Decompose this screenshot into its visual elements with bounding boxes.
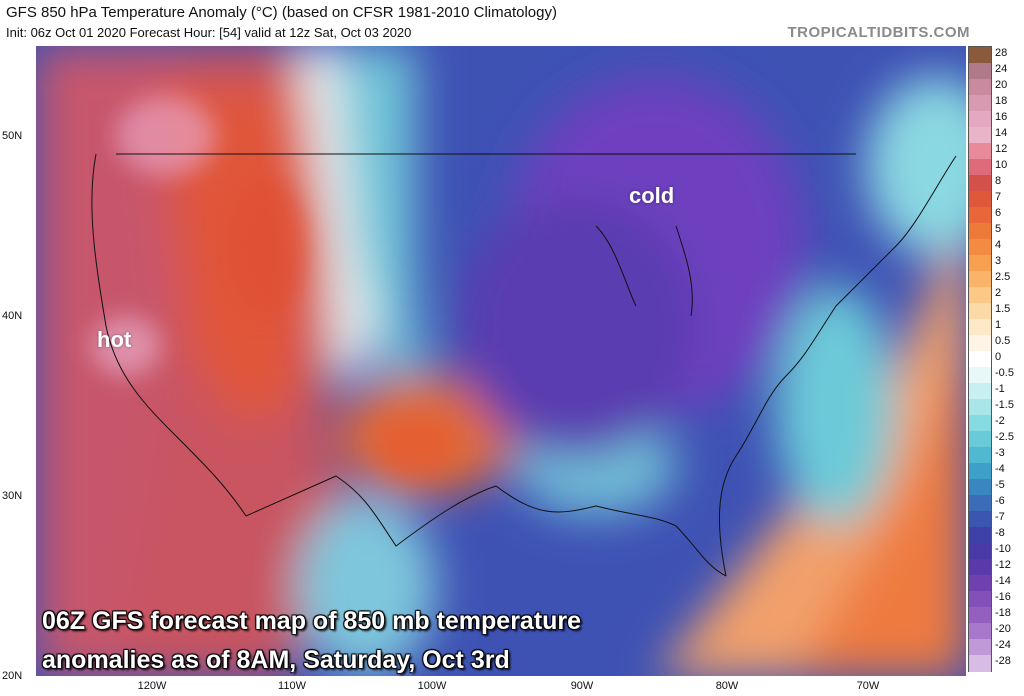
colorbar-cell <box>969 127 991 144</box>
lon-label-100w: 100W <box>417 680 447 692</box>
colorbar-cell <box>969 367 991 384</box>
lat-label-20n: 20N <box>2 670 23 682</box>
colorbar-cell <box>969 255 991 272</box>
colorbar-tick-label: -2 <box>995 415 1005 427</box>
colorbar-tick-label: -1.5 <box>995 399 1014 411</box>
colorbar-tick-label: 2 <box>995 287 1002 299</box>
colorbar-tick-label: -3 <box>995 447 1005 459</box>
colorbar-cell <box>969 159 991 176</box>
colorbar-tick-label: -10 <box>995 543 1011 555</box>
colorbar-cell <box>969 447 991 464</box>
map-title: GFS 850 hPa Temperature Anomaly (°C) (ba… <box>6 4 557 21</box>
colorbar-tick-label: -20 <box>995 623 1011 635</box>
colorbar-tick-label: 1.5 <box>995 303 1011 315</box>
lat-label-50n: 50N <box>2 130 23 142</box>
colorbar-tick-label: 24 <box>995 63 1008 75</box>
colorbar-cell <box>969 495 991 512</box>
colorbar-tick-label: -14 <box>995 575 1011 587</box>
colorbar-tick-label: 0.5 <box>995 335 1011 347</box>
colorbar-cell <box>969 431 991 448</box>
caption-line-2: anomalies as of 8AM, Saturday, Oct 3rd <box>42 646 510 674</box>
colorbar-cell <box>969 111 991 128</box>
colorbar-tick-label: 14 <box>995 127 1008 139</box>
colorbar-tick-label: -12 <box>995 559 1011 571</box>
colorbar-tick-label: -24 <box>995 639 1011 651</box>
map-subtitle: Init: 06z Oct 01 2020 Forecast Hour: [54… <box>6 25 412 40</box>
colorbar-cell <box>969 639 991 656</box>
colorbar-cell <box>969 95 991 112</box>
colorbar-tick-label: -5 <box>995 479 1005 491</box>
colorbar-cell <box>969 543 991 560</box>
colorbar-cell <box>969 575 991 592</box>
colorbar-tick-label: 18 <box>995 95 1008 107</box>
colorbar-cell <box>969 191 991 208</box>
colorbar-tick-label: 16 <box>995 111 1008 123</box>
lon-label-90w: 90W <box>570 680 594 692</box>
colorbar-cell <box>969 303 991 320</box>
colorbar-tick-label: -0.5 <box>995 367 1014 379</box>
colorbar-tick-label: 2.5 <box>995 271 1011 283</box>
colorbar-tick-label: 7 <box>995 191 1002 203</box>
colorbar-tick-label: 3 <box>995 255 1002 267</box>
colorbar-cell <box>969 511 991 528</box>
colorbar-cell <box>969 383 991 400</box>
lon-label-80w: 80W <box>715 680 739 692</box>
cold-label: cold <box>629 183 675 208</box>
colorbar <box>968 46 992 672</box>
colorbar-tick-label: -16 <box>995 591 1011 603</box>
colorbar-cell <box>969 287 991 304</box>
colorbar-cell <box>969 415 991 432</box>
colorbar-cell <box>969 479 991 496</box>
colorbar-tick-label: -7 <box>995 511 1005 523</box>
colorbar-cell <box>969 63 991 80</box>
colorbar-cell <box>969 223 991 240</box>
colorbar-cell <box>969 47 991 64</box>
colorbar-cell <box>969 607 991 624</box>
colorbar-cell <box>969 319 991 336</box>
colorbar-tick-label: 28 <box>995 47 1008 59</box>
colorbar-cell <box>969 463 991 480</box>
anomaly-map-graphic <box>36 46 966 676</box>
anomaly-map <box>36 46 966 676</box>
colorbar-tick-label: 1 <box>995 319 1002 331</box>
brand-watermark: TROPICALTIDBITS.COM <box>787 24 970 41</box>
lat-label-30n: 30N <box>2 490 23 502</box>
colorbar-tick-label: 4 <box>995 239 1002 251</box>
colorbar-tick-label: -2.5 <box>995 431 1014 443</box>
colorbar-tick-label: -28 <box>995 655 1011 667</box>
colorbar-cell <box>969 623 991 640</box>
colorbar-tick-label: 5 <box>995 223 1002 235</box>
colorbar-tick-label: -4 <box>995 463 1005 475</box>
colorbar-tick-label: 8 <box>995 175 1002 187</box>
colorbar-cell <box>969 271 991 288</box>
lon-label-120w: 120W <box>137 680 167 692</box>
colorbar-cell <box>969 527 991 544</box>
colorbar-tick-label: 6 <box>995 207 1002 219</box>
colorbar-tick-label: -8 <box>995 527 1005 539</box>
colorbar-tick-label: 0 <box>995 351 1002 363</box>
colorbar-cell <box>969 207 991 224</box>
colorbar-tick-label: 12 <box>995 143 1008 155</box>
colorbar-tick-label: -18 <box>995 607 1011 619</box>
colorbar-tick-label: -1 <box>995 383 1005 395</box>
colorbar-tick-label: 10 <box>995 159 1008 171</box>
lat-label-40n: 40N <box>2 310 23 322</box>
colorbar-cell <box>969 79 991 96</box>
colorbar-cell <box>969 175 991 192</box>
colorbar-cell <box>969 239 991 256</box>
colorbar-cell <box>969 559 991 576</box>
colorbar-cell <box>969 143 991 160</box>
colorbar-cell <box>969 399 991 416</box>
colorbar-cell <box>969 335 991 352</box>
lon-label-70w: 70W <box>856 680 880 692</box>
caption-line-1: 06Z GFS forecast map of 850 mb temperatu… <box>42 607 582 635</box>
lon-label-110w: 110W <box>278 680 306 692</box>
hot-label: hot <box>97 327 132 352</box>
colorbar-cell <box>969 351 991 368</box>
colorbar-cell <box>969 591 991 608</box>
colorbar-tick-label: -6 <box>995 495 1005 507</box>
colorbar-tick-label: 20 <box>995 79 1008 91</box>
colorbar-cell <box>969 655 991 672</box>
